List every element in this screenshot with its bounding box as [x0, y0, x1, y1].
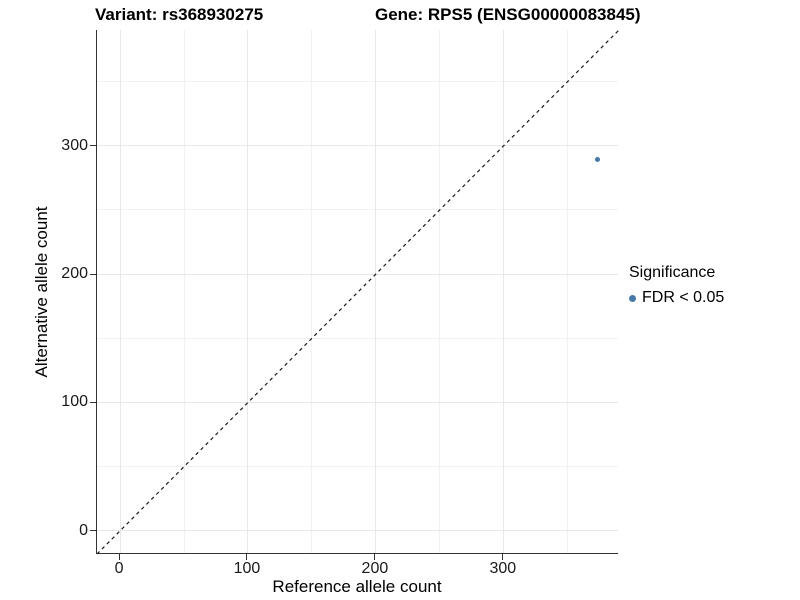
y-tick-mark	[90, 401, 96, 403]
y-tick-label: 200	[61, 265, 88, 283]
legend-item: FDR < 0.05	[629, 289, 724, 307]
x-major-gridline	[375, 30, 377, 553]
y-minor-gridline	[97, 337, 618, 339]
x-minor-gridline	[183, 30, 185, 553]
y-major-gridline	[97, 530, 618, 532]
legend-item-label: FDR < 0.05	[642, 289, 725, 306]
x-axis-title: Reference allele count	[272, 577, 442, 596]
y-tick-label: 300	[61, 136, 88, 154]
y-tick-mark	[90, 273, 96, 275]
identity-line-svg	[97, 30, 619, 554]
x-minor-gridline	[311, 30, 313, 553]
plot-panel	[96, 30, 619, 554]
y-tick-label: 100	[61, 393, 88, 411]
y-major-gridline	[97, 273, 618, 275]
y-tick-mark	[90, 145, 96, 147]
x-tick-label: 100	[233, 560, 261, 577]
y-major-gridline	[97, 145, 618, 147]
x-tick-mark	[502, 554, 504, 560]
x-tick-mark	[374, 554, 376, 560]
data-point	[594, 157, 600, 163]
x-tick-mark	[118, 554, 120, 560]
x-tick-label: 200	[361, 560, 389, 577]
x-tick-label: 300	[489, 560, 517, 577]
x-major-gridline	[503, 30, 505, 553]
x-tick-label: 0	[114, 560, 124, 577]
y-minor-gridline	[97, 466, 618, 468]
legend-point-icon	[629, 294, 636, 302]
legend: Significance FDR < 0.05	[629, 264, 724, 307]
y-minor-gridline	[97, 80, 618, 82]
legend-title: Significance	[629, 264, 716, 281]
y-tick-label: 0	[79, 521, 88, 539]
x-major-gridline	[247, 30, 249, 553]
y-tick-mark	[90, 530, 96, 532]
x-minor-gridline	[439, 30, 441, 553]
x-minor-gridline	[567, 30, 569, 553]
plot-title-variant: Variant: rs368930275	[95, 5, 264, 24]
y-axis-title: Alternative allele count	[32, 206, 51, 378]
y-major-gridline	[97, 401, 618, 403]
x-major-gridline	[119, 30, 121, 553]
identity-dashed-line	[97, 30, 619, 554]
plot-title-gene: Gene: RPS5 (ENSG00000083845)	[375, 5, 641, 24]
x-tick-mark	[246, 554, 248, 560]
y-minor-gridline	[97, 209, 618, 211]
